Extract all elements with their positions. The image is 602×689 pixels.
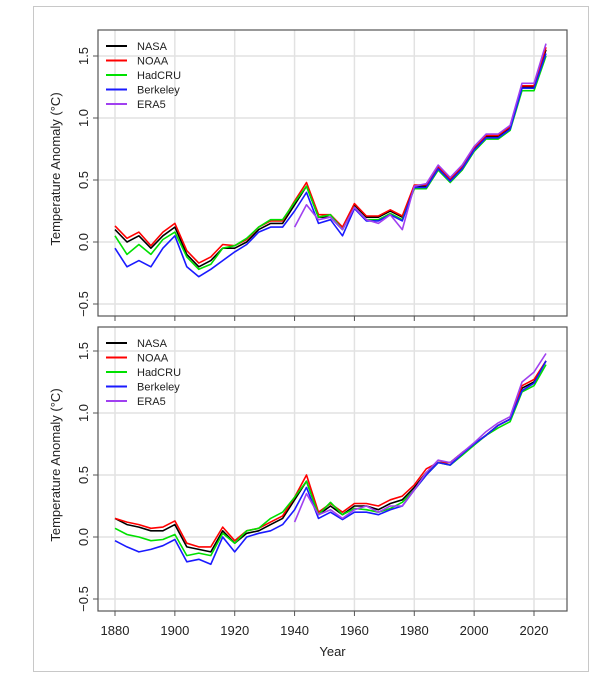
x-tick-label: 1980 [400,623,429,638]
plot-box [97,326,568,612]
y-tick-label: −0.5 [76,586,91,612]
legend-label-berkeley: Berkeley [137,85,180,97]
y-tick-label: 0.0 [76,233,91,251]
y-tick-label: 1.5 [76,47,91,65]
x-tick-label: 1920 [220,623,249,638]
figure-frame [33,6,589,672]
chart-panel-bottom: −0.5 0.0 0.5 1.0 1.5 1880 1900 1920 1940 1960 1980… [48,326,568,659]
series-line-berkeley [114,53,547,278]
y-tick-label: 1.5 [76,342,91,360]
y-tick-label: 1.0 [76,109,91,127]
x-tick-label: 1940 [280,623,309,638]
x-tick-label: 1960 [340,623,369,638]
x-tick-label: 1900 [160,623,189,638]
legend-label-noaa: NOAA [137,56,169,68]
y-tick-label: 0.5 [76,466,91,484]
legend-label-noaa: NOAA [137,353,169,365]
series-line-era5 [293,353,547,523]
y-tick-label: 1.0 [76,404,91,422]
y-axis-title: Temperature Anomaly (°C) [48,92,63,245]
y-axis-title: Temperature Anomaly (°C) [48,388,63,541]
legend-label-nasa: NASA [137,338,168,350]
legend: NASA NOAA HadCRU Berkeley ERA5 [106,41,181,111]
legend-label-hadcru: HadCRU [137,367,181,379]
y-tick-label: 0.5 [76,171,91,189]
series-line-hadcru [114,364,547,557]
legend-label-era5: ERA5 [137,396,166,408]
legend-label-era5: ERA5 [137,99,166,111]
x-tick-label: 2020 [520,623,549,638]
chart-panel-top: −0.5 0.0 0.5 1.0 1.5 Temperature Anomaly (°C)… [48,29,568,321]
series-line-berkeley [114,360,547,566]
x-tick-label: 1880 [101,623,130,638]
legend-label-nasa: NASA [137,41,168,53]
y-tick-label: −0.5 [76,291,91,317]
series-line-era5 [293,43,547,231]
legend: NASA NOAA HadCRU Berkeley ERA5 [106,338,181,408]
legend-label-berkeley: Berkeley [137,382,180,394]
x-axis-title: Year [319,644,346,659]
x-tick-label: 2000 [460,623,489,638]
y-tick-label: 0.0 [76,528,91,546]
legend-label-hadcru: HadCRU [137,70,181,82]
plot-box [97,29,568,317]
